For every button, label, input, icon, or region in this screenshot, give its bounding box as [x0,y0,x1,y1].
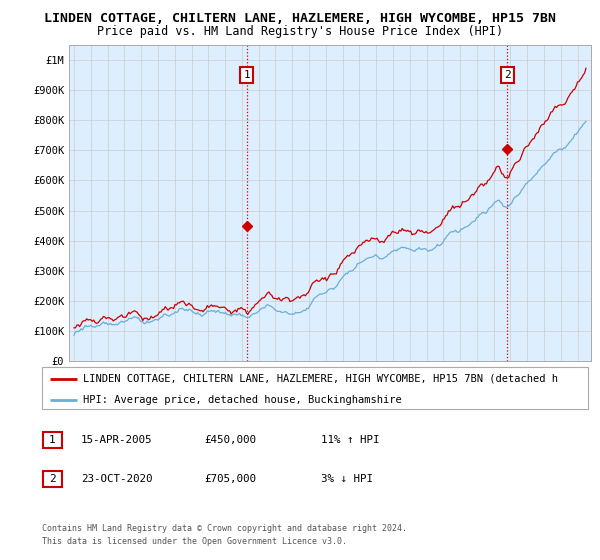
Text: HPI: Average price, detached house, Buckinghamshire: HPI: Average price, detached house, Buck… [83,395,402,404]
Text: 1: 1 [49,435,56,445]
FancyBboxPatch shape [43,471,62,487]
Text: 23-OCT-2020: 23-OCT-2020 [81,474,152,484]
FancyBboxPatch shape [42,367,588,409]
Text: Price paid vs. HM Land Registry's House Price Index (HPI): Price paid vs. HM Land Registry's House … [97,25,503,38]
Text: Contains HM Land Registry data © Crown copyright and database right 2024.: Contains HM Land Registry data © Crown c… [42,524,407,533]
Text: 11% ↑ HPI: 11% ↑ HPI [321,435,380,445]
Text: 2: 2 [49,474,56,484]
Text: 15-APR-2005: 15-APR-2005 [81,435,152,445]
Text: 3% ↓ HPI: 3% ↓ HPI [321,474,373,484]
Text: £705,000: £705,000 [204,474,256,484]
Text: LINDEN COTTAGE, CHILTERN LANE, HAZLEMERE, HIGH WYCOMBE, HP15 7BN (detached h: LINDEN COTTAGE, CHILTERN LANE, HAZLEMERE… [83,374,558,384]
Text: This data is licensed under the Open Government Licence v3.0.: This data is licensed under the Open Gov… [42,537,347,546]
Text: 2: 2 [504,70,511,80]
Text: £450,000: £450,000 [204,435,256,445]
FancyBboxPatch shape [43,432,62,447]
Text: LINDEN COTTAGE, CHILTERN LANE, HAZLEMERE, HIGH WYCOMBE, HP15 7BN: LINDEN COTTAGE, CHILTERN LANE, HAZLEMERE… [44,12,556,25]
Text: 1: 1 [244,70,250,80]
